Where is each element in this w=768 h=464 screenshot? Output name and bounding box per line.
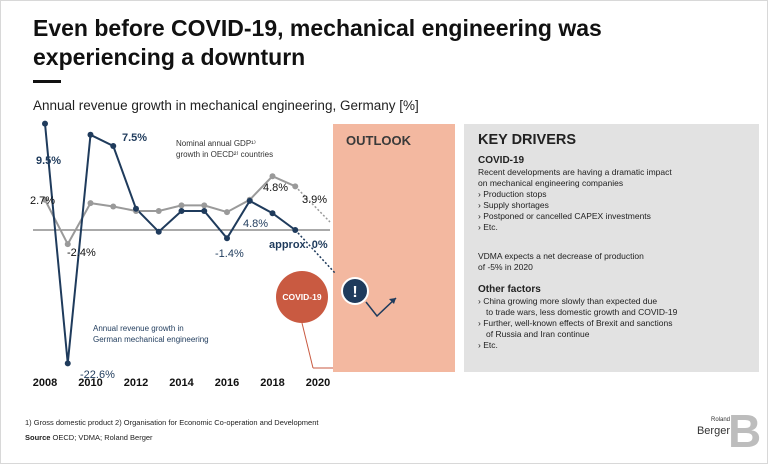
gdp-point-2013 (155, 207, 162, 214)
logo-big-text: Berger (696, 425, 730, 437)
key-drivers-title: KEY DRIVERS (478, 132, 577, 148)
gdp-point-2016 (224, 209, 230, 216)
gdp-point-2019 (292, 183, 299, 190)
label-gdp-2009: -2.4% (67, 247, 96, 259)
other-factors-head: Other factors (478, 284, 541, 295)
chart-subtitle: Annual revenue growth in mechanical engi… (33, 98, 419, 113)
gdp-legend-line1: Nominal annual GDP¹⁾ (176, 139, 256, 148)
alert-icon (341, 277, 369, 305)
x-axis-ticks: 2008 2010 2012 2014 2016 2018 2020 (33, 377, 330, 389)
revenue-point-2008 (42, 120, 48, 127)
other-line: of Russia and Iran continue (486, 329, 590, 339)
gdp-point-2010 (87, 200, 94, 207)
label-rev-2019: approx. 0% (269, 239, 328, 251)
vdma-line: of -5% in 2020 (478, 262, 533, 272)
other-line: › China growing more slowly than expecte… (478, 296, 658, 306)
label-rev-2009: -22.6% (80, 369, 115, 381)
gdp-point-2015 (201, 202, 208, 209)
revenue-point-2009 (64, 360, 71, 367)
covid-line: › Supply shortages (478, 200, 549, 210)
other-line: › Etc. (478, 340, 498, 350)
covid-line: on mechanical engineering companies (478, 178, 624, 188)
covid-line: Recent developments are having a dramati… (478, 167, 672, 177)
revenue-series-line (44, 123, 296, 364)
revenue-legend-line1: Annual revenue growth in (93, 324, 184, 333)
covid-badge (276, 271, 328, 323)
label-rev-2011: 7.5% (122, 132, 147, 144)
recovery-arrow-icon (389, 298, 396, 304)
source-label: Source (25, 433, 51, 442)
other-factors-block: Other factors › China growing more slowl… (478, 283, 677, 351)
gdp-point-2018 (269, 173, 276, 180)
revenue-legend-line2: German mechanical engineering (93, 335, 209, 344)
revenue-projection (294, 229, 336, 274)
revenue-point-2018 (269, 210, 276, 217)
x-tick-2018: 2018 (260, 377, 284, 389)
label-rev-2016: -1.4% (215, 248, 244, 260)
label-gdp-2019: 3.9% (302, 194, 327, 206)
revenue-point-2016 (224, 235, 230, 242)
page-title: Even before COVID-19, mechanical enginee… (33, 15, 602, 70)
gdp-point-2009 (64, 241, 71, 248)
title-rule (33, 80, 61, 83)
x-tick-2012: 2012 (124, 377, 148, 389)
logo-mark: B (728, 405, 762, 457)
label-gdp-2008: 2.7% (30, 195, 55, 207)
footnote: 1) Gross domestic product 2) Organisatio… (25, 418, 319, 427)
revenue-point-2012 (133, 205, 139, 212)
outlook-panel (333, 124, 455, 372)
x-tick-2014: 2014 (169, 377, 194, 389)
covid-pointer-line (301, 322, 314, 369)
covid-line: › Production stops (478, 189, 547, 199)
gdp-point-2008 (42, 196, 48, 203)
revenue-point-2017 (246, 197, 253, 204)
other-line: › Further, well-known effects of Brexit … (478, 318, 673, 328)
revenue-point-2019 (292, 227, 299, 233)
x-tick-2010: 2010 (78, 377, 102, 389)
gdp-point-2014 (178, 202, 185, 209)
revenue-point-2014 (178, 207, 185, 214)
gdp-legend-line2: growth in OECD²⁾ countries (176, 150, 273, 159)
x-tick-2020: 2020 (306, 377, 330, 389)
source-text: OECD; VDMA; Roland Berger (50, 433, 153, 442)
covid-badge-text: COVID-19 (282, 292, 321, 302)
x-tick-2016: 2016 (215, 377, 239, 389)
covid-driver-block: COVID-19 Recent developments are having … (478, 154, 672, 233)
x-tick-2008: 2008 (33, 377, 57, 389)
other-line: to trade wars, less domestic growth and … (486, 307, 678, 317)
label-rev-2018: 4.8% (243, 218, 268, 230)
revenue-point-2015 (201, 207, 208, 214)
roland-berger-logo: Roland Berger (676, 417, 730, 447)
label-rev-2008: 9.5% (36, 155, 61, 167)
covid-line: › Etc. (478, 222, 498, 232)
vdma-line: VDMA expects a net decrease of productio… (478, 251, 644, 261)
source-line: Source OECD; VDMA; Roland Berger (25, 433, 153, 442)
revenue-points (42, 120, 299, 367)
alert-icon-glyph: ! (352, 284, 357, 301)
outlook-label: OUTLOOK (346, 133, 411, 148)
revenue-point-2013 (155, 228, 162, 235)
projection-layer (294, 185, 397, 318)
revenue-point-2010 (87, 131, 94, 138)
gdp-projection (294, 185, 331, 223)
recovery-trend-line (365, 297, 397, 318)
gdp-series-line (44, 175, 296, 247)
gdp-point-2011 (110, 203, 117, 210)
logo-small-text: Roland (710, 417, 730, 423)
covid-driver-head: COVID-19 (478, 155, 525, 166)
key-drivers-panel: KEY DRIVERS COVID-19 Recent developments… (464, 124, 759, 372)
covid-line: › Postponed or cancelled CAPEX investmen… (478, 211, 651, 221)
revenue-point-2011 (110, 143, 117, 149)
vdma-block: VDMA expects a net decrease of productio… (478, 251, 644, 273)
label-gdp-2018: 4.8% (263, 182, 288, 194)
